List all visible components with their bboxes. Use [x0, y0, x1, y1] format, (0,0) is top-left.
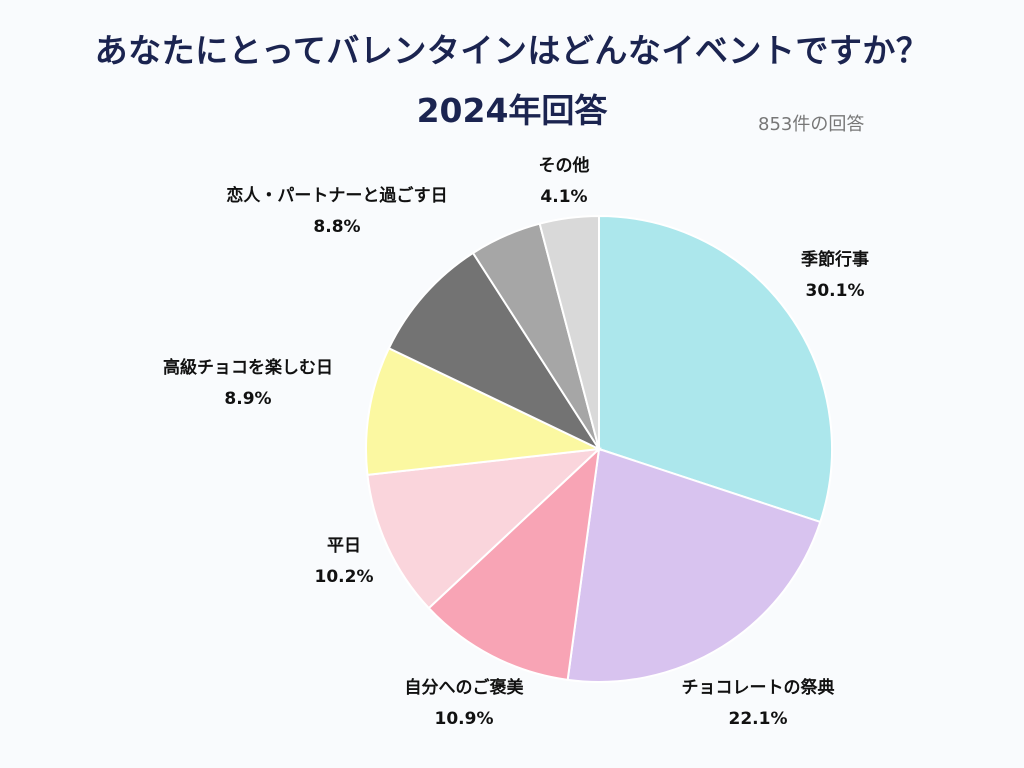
slice-label-value: 10.9%: [434, 709, 494, 729]
chart-title-line2: 2024年回答: [416, 91, 608, 130]
slice-label-value: 8.9%: [224, 389, 272, 409]
pie-slice-4: [365, 346, 603, 477]
slice-label-7: その他 4.1%: [539, 151, 590, 213]
chart-title-line1: あなたにとってバレンタインはどんなイベントですか？: [94, 31, 930, 70]
slice-label-value: 30.1%: [805, 281, 865, 301]
slice-label-value: 10.2%: [314, 567, 374, 587]
slice-label-text: 高級チョコを楽しむ日: [163, 358, 333, 378]
slice-label-text: 季節行事: [801, 250, 869, 270]
pie-slice-0: [598, 214, 833, 524]
slice-label-4: 高級チョコを楽しむ日 8.9%: [163, 353, 333, 415]
slice-label-1: チョコレートの祭典 22.1%: [682, 673, 835, 735]
pie-slice-7: [538, 214, 600, 450]
response-count: 853件の回答: [758, 114, 865, 135]
slice-label-value: 8.8%: [313, 217, 361, 237]
slice-label-value: 4.1%: [540, 187, 588, 207]
slice-label-text: 恋人・パートナーと過ごす日: [226, 186, 448, 206]
pie-slice-2: [427, 446, 601, 682]
slice-label-3: 平日 10.2%: [315, 531, 374, 593]
pie-slice-1: [566, 447, 822, 683]
slice-label-value: 22.1%: [728, 709, 788, 729]
slice-label-0: 季節行事 30.1%: [801, 245, 869, 307]
slice-label-text: チョコレートの祭典: [681, 678, 835, 698]
slice-label-2: 自分へのご褒美 10.9%: [405, 673, 524, 735]
slice-label-text: その他: [538, 156, 590, 176]
slice-label-text: 平日: [326, 536, 361, 556]
pie-slice-5: [387, 251, 602, 452]
slice-label-text: 自分へのご褒美: [404, 678, 524, 698]
pie-slice-3: [366, 447, 602, 610]
slice-label-5: 恋人・パートナーと過ごす日 8.8%: [226, 181, 447, 243]
